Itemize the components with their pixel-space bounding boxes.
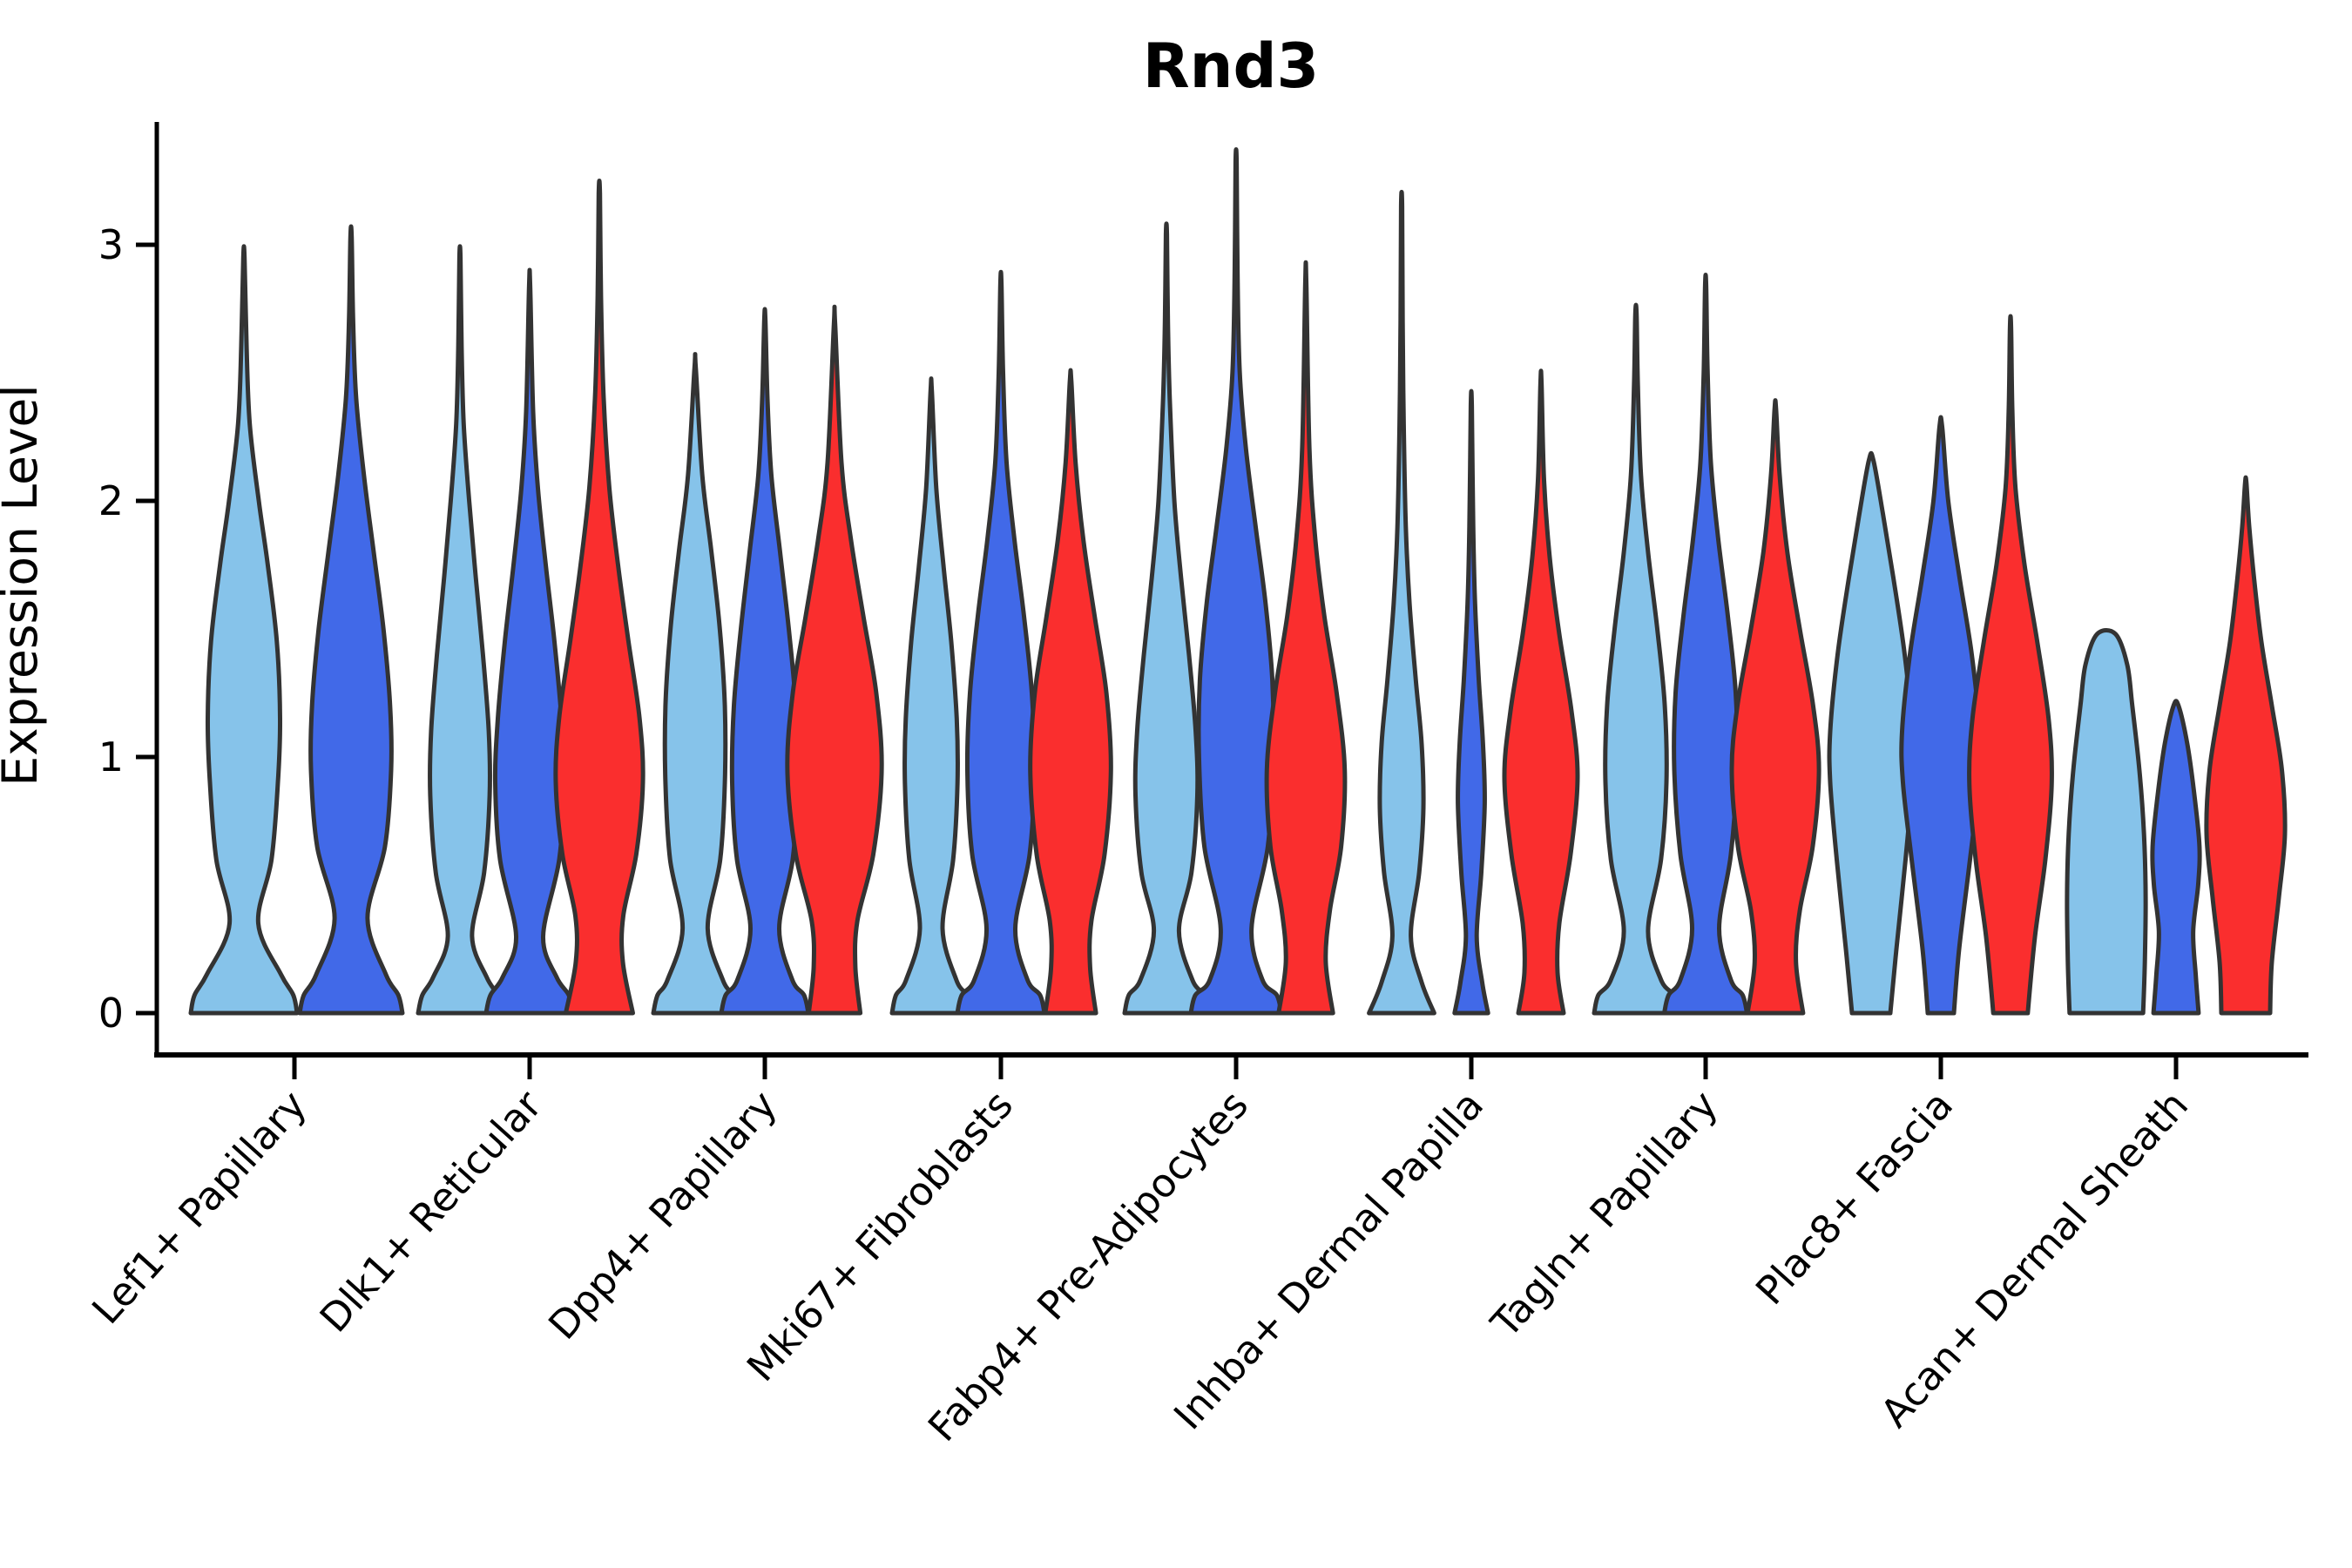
violin-plac8-fascia-red bbox=[1967, 314, 2054, 1016]
violin-mki67-fibroblasts-light_blue bbox=[889, 376, 973, 1016]
violin-mki67-fibroblasts-red bbox=[1028, 368, 1113, 1016]
violin-acan-dermal-sheath-light_blue bbox=[2065, 627, 2148, 1016]
violin-dpp4-papillary-light_blue bbox=[651, 352, 740, 1016]
violin-inhba-dermal-papilla-light_blue bbox=[1367, 189, 1436, 1016]
violin-acan-dermal-sheath-red bbox=[2204, 475, 2288, 1016]
violin-lef1-papillary-dark_blue bbox=[297, 224, 405, 1016]
violin-dlk1-reticular-light_blue bbox=[416, 244, 504, 1016]
violin-tagln-papillary-dark_blue bbox=[1662, 273, 1749, 1016]
violin-lef1-papillary-light_blue bbox=[188, 244, 300, 1016]
violin-tagln-papillary-light_blue bbox=[1592, 302, 1680, 1016]
violin-tagln-papillary-red bbox=[1729, 398, 1821, 1016]
violin-inhba-dermal-papilla-red bbox=[1502, 368, 1580, 1016]
y-axis-label: Expression Level bbox=[0, 384, 48, 786]
violin-fabp4-pre-adipocytes-light_blue bbox=[1122, 221, 1211, 1016]
y-tick-label: 1 bbox=[98, 733, 124, 781]
y-tick-label: 2 bbox=[98, 477, 124, 524]
violin-dlk1-reticular-red bbox=[553, 179, 645, 1016]
violin-mki67-fibroblasts-dark_blue bbox=[955, 269, 1047, 1016]
y-tick-label: 0 bbox=[98, 990, 124, 1037]
violin-fabp4-pre-adipocytes-red bbox=[1264, 260, 1348, 1016]
y-tick-label: 3 bbox=[98, 221, 124, 268]
violin-inhba-dermal-papilla-dark_blue bbox=[1452, 389, 1490, 1016]
chart-title: Rnd3 bbox=[1143, 30, 1320, 102]
violin-dpp4-papillary-red bbox=[785, 304, 884, 1016]
violin-acan-dermal-sheath-dark_blue bbox=[2150, 699, 2202, 1016]
